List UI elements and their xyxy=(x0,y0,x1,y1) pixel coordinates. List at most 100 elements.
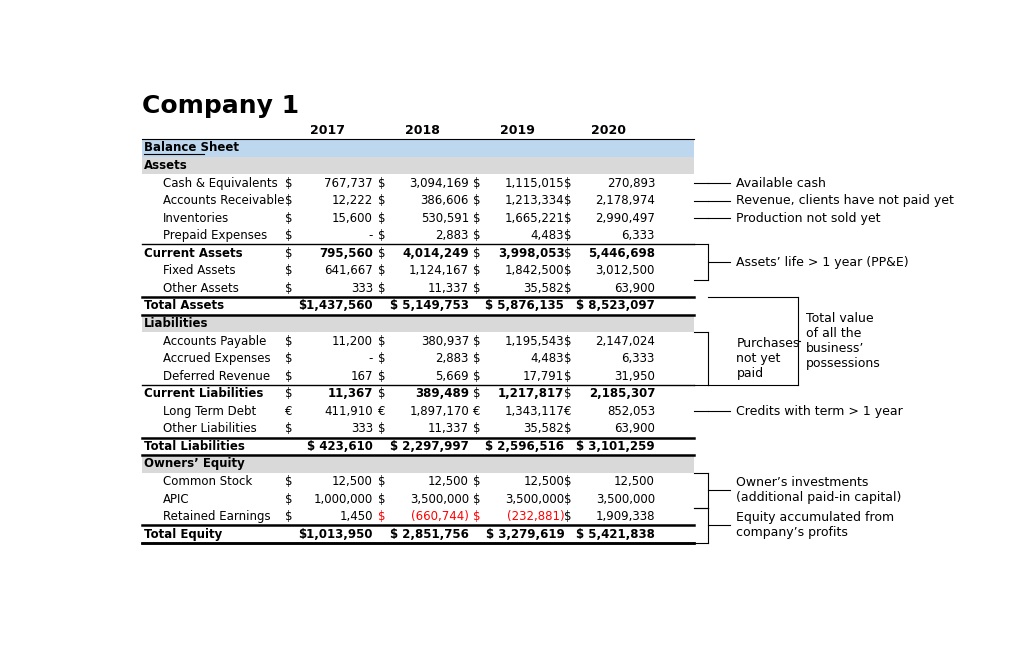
Text: 35,582: 35,582 xyxy=(523,282,564,295)
Text: 852,053: 852,053 xyxy=(607,405,655,418)
Text: 1,343,117: 1,343,117 xyxy=(505,405,564,418)
Bar xyxy=(142,174,693,192)
Text: 270,893: 270,893 xyxy=(606,177,655,190)
Text: €: € xyxy=(285,405,292,418)
Text: $: $ xyxy=(285,352,292,365)
Text: $: $ xyxy=(285,246,292,260)
Text: 380,937: 380,937 xyxy=(421,335,469,347)
Text: $: $ xyxy=(378,335,385,347)
Text: 3,012,500: 3,012,500 xyxy=(596,264,655,277)
Text: $: $ xyxy=(473,246,480,260)
Text: $: $ xyxy=(285,475,292,488)
Bar xyxy=(142,525,693,543)
Text: Accrued Expenses: Accrued Expenses xyxy=(163,352,270,365)
Bar xyxy=(142,244,693,262)
Text: Total value
of all the
business’
possessions: Total value of all the business’ possess… xyxy=(806,312,881,370)
Text: 2017: 2017 xyxy=(310,124,345,137)
Text: 3,998,053: 3,998,053 xyxy=(498,246,564,260)
Text: 12,500: 12,500 xyxy=(428,475,469,488)
Bar xyxy=(142,350,693,367)
Text: $: $ xyxy=(285,492,292,505)
Text: 11,337: 11,337 xyxy=(428,422,469,436)
Text: Long Term Debt: Long Term Debt xyxy=(163,405,256,418)
Text: 333: 333 xyxy=(351,422,373,436)
Text: Inventories: Inventories xyxy=(163,212,229,225)
Text: 6,333: 6,333 xyxy=(622,229,655,243)
Text: 1,115,015: 1,115,015 xyxy=(505,177,564,190)
Text: 1,217,817: 1,217,817 xyxy=(498,387,564,400)
Text: $: $ xyxy=(563,229,571,243)
Text: $: $ xyxy=(473,510,480,523)
Bar xyxy=(142,279,693,297)
Text: 333: 333 xyxy=(351,282,373,295)
Text: 15,600: 15,600 xyxy=(332,212,373,225)
Text: $: $ xyxy=(473,475,480,488)
Text: $ 5,149,753: $ 5,149,753 xyxy=(390,299,469,312)
Bar xyxy=(142,262,693,279)
Text: $: $ xyxy=(473,194,480,207)
Text: Revenue, clients have not paid yet: Revenue, clients have not paid yet xyxy=(736,194,954,207)
Text: 386,606: 386,606 xyxy=(421,194,469,207)
Text: 1,124,167: 1,124,167 xyxy=(409,264,469,277)
Text: Retained Earnings: Retained Earnings xyxy=(163,510,270,523)
Text: Assets’ life > 1 year (PP&E): Assets’ life > 1 year (PP&E) xyxy=(736,256,909,268)
Text: 3,094,169: 3,094,169 xyxy=(410,177,469,190)
Bar xyxy=(142,192,693,210)
Text: $: $ xyxy=(285,370,292,383)
Text: $: $ xyxy=(378,212,385,225)
Text: €: € xyxy=(473,405,480,418)
Text: $: $ xyxy=(563,422,571,436)
Text: Other Assets: Other Assets xyxy=(163,282,239,295)
Bar xyxy=(142,420,693,438)
Bar xyxy=(142,403,693,420)
Text: 1,450: 1,450 xyxy=(339,510,373,523)
Text: 63,900: 63,900 xyxy=(614,422,655,436)
Text: 1,909,338: 1,909,338 xyxy=(596,510,655,523)
Text: Production not sold yet: Production not sold yet xyxy=(736,212,881,225)
Bar xyxy=(142,473,693,490)
Text: -: - xyxy=(369,352,373,365)
Text: 3,500,000: 3,500,000 xyxy=(596,492,655,505)
Bar xyxy=(142,438,693,455)
Text: $: $ xyxy=(378,370,385,383)
Text: Cash & Equivalents: Cash & Equivalents xyxy=(163,177,278,190)
Text: $ 2,596,516: $ 2,596,516 xyxy=(485,440,564,453)
Text: $: $ xyxy=(473,229,480,243)
Bar xyxy=(142,315,693,332)
Text: $ 423,610: $ 423,610 xyxy=(307,440,373,453)
Text: Current Liabilities: Current Liabilities xyxy=(143,387,263,400)
Text: 4,014,249: 4,014,249 xyxy=(402,246,469,260)
Text: $: $ xyxy=(378,510,385,523)
Text: Assets: Assets xyxy=(143,159,187,172)
Text: 167: 167 xyxy=(350,370,373,383)
Text: $: $ xyxy=(563,282,571,295)
Text: €: € xyxy=(378,405,385,418)
Text: $ 5,876,135: $ 5,876,135 xyxy=(485,299,564,312)
Text: 2,990,497: 2,990,497 xyxy=(595,212,655,225)
Bar xyxy=(142,157,693,174)
Text: 1,195,543: 1,195,543 xyxy=(505,335,564,347)
Bar xyxy=(142,490,693,508)
Text: $: $ xyxy=(285,264,292,277)
Text: 63,900: 63,900 xyxy=(614,282,655,295)
Text: $: $ xyxy=(285,282,292,295)
Text: $: $ xyxy=(285,212,292,225)
Text: 389,489: 389,489 xyxy=(415,387,469,400)
Text: $: $ xyxy=(563,177,571,190)
Text: Total Liabilities: Total Liabilities xyxy=(143,440,245,453)
Text: 4,483: 4,483 xyxy=(530,352,564,365)
Text: $: $ xyxy=(563,352,571,365)
Text: $: $ xyxy=(563,387,571,400)
Text: 2,147,024: 2,147,024 xyxy=(595,335,655,347)
Text: Other Liabilities: Other Liabilities xyxy=(163,422,257,436)
Text: Fixed Assets: Fixed Assets xyxy=(163,264,236,277)
Bar xyxy=(142,210,693,227)
Text: $: $ xyxy=(473,282,480,295)
Text: Equity accumulated from
company’s profits: Equity accumulated from company’s profit… xyxy=(736,511,895,539)
Text: $: $ xyxy=(285,510,292,523)
Text: $: $ xyxy=(473,335,480,347)
Text: (660,744): (660,744) xyxy=(411,510,469,523)
Text: $: $ xyxy=(563,510,571,523)
Text: 795,560: 795,560 xyxy=(319,246,373,260)
Text: 11,337: 11,337 xyxy=(428,282,469,295)
